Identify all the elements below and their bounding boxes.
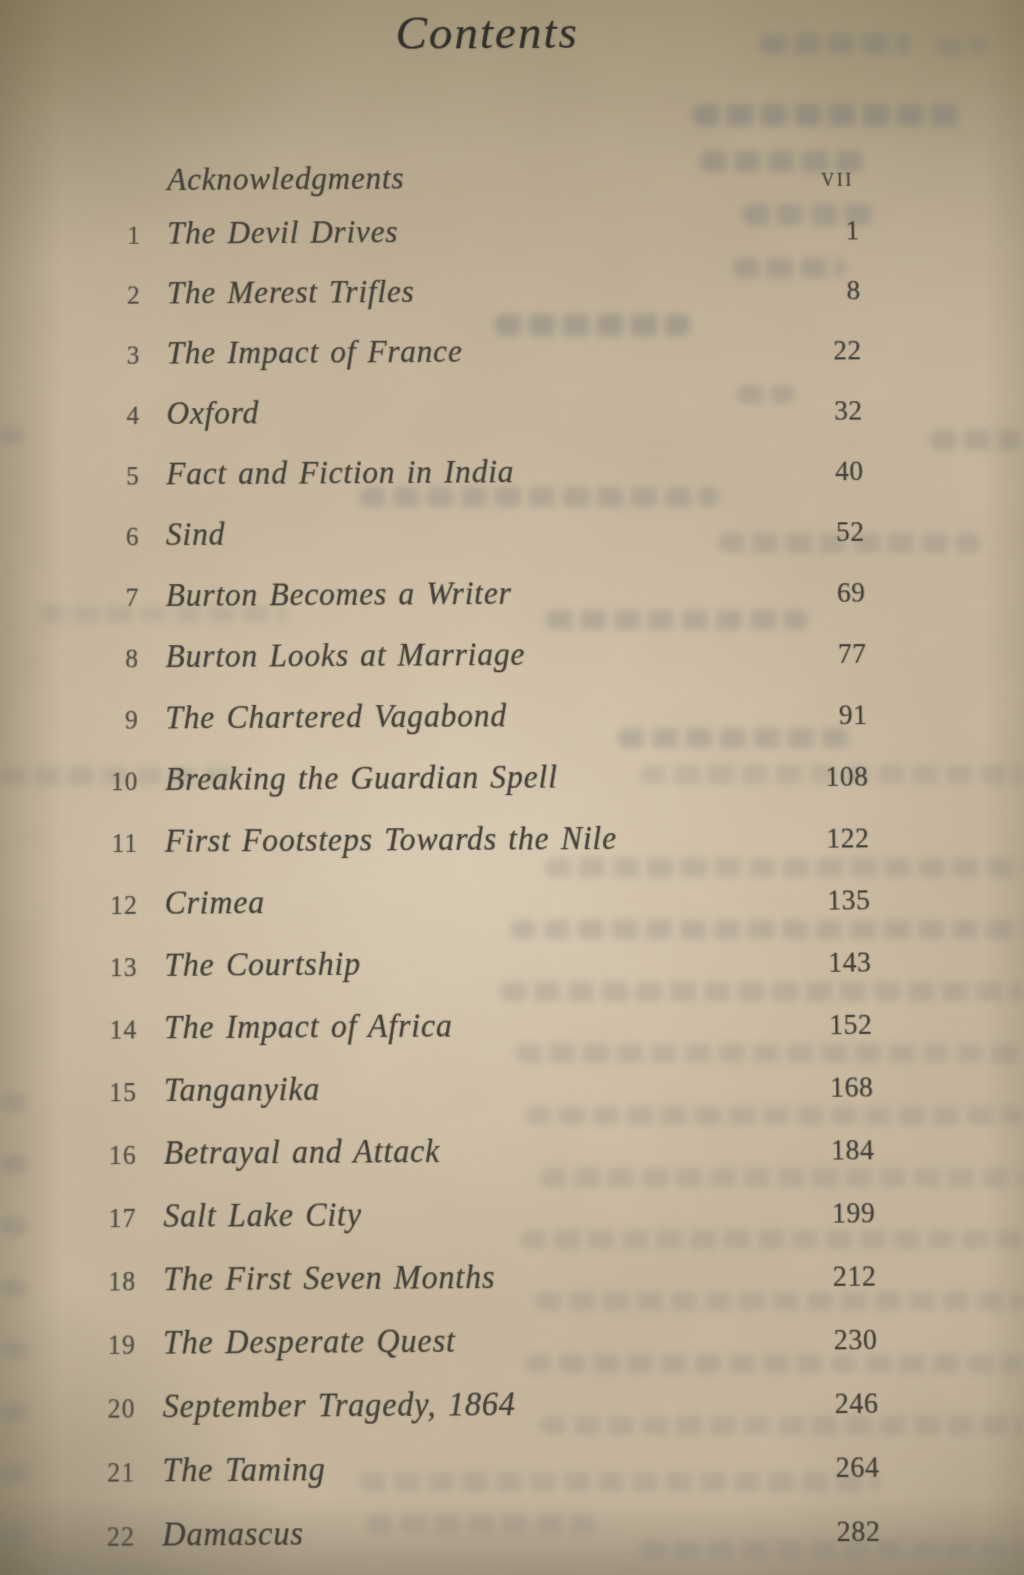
chapter-title: Tanganyika [163, 1070, 321, 1109]
chapter-number: 14 [109, 1016, 138, 1046]
chapter-number: 3 [126, 342, 141, 370]
chapter-page-number: 91 [838, 699, 868, 731]
chapter-title: The First Seven Months [163, 1257, 496, 1298]
chapter-number: 7 [125, 584, 140, 613]
chapter-number: 1 [127, 222, 141, 250]
chapter-number: 19 [107, 1331, 137, 1361]
toc-row: 7 Burton Becomes a Writer 69 [0, 575, 866, 641]
chapter-title: Fact and Fiction in India [166, 453, 515, 492]
toc-row: 14 The Impact of Africa 152 [0, 1006, 873, 1074]
toc-row: 22 Damascus 282 [0, 1513, 881, 1575]
chapter-title: The Impact of France [166, 333, 463, 371]
chapter-number [0, 190, 141, 191]
toc-row: 21 The Taming 264 [0, 1449, 880, 1519]
chapter-number: 9 [124, 706, 139, 735]
page-title: Contents [395, 6, 580, 60]
chapter-page-number: 52 [835, 516, 865, 548]
chapter-title: The Taming [162, 1449, 326, 1489]
chapter-number: 15 [109, 1078, 138, 1108]
chapter-page-number: 152 [828, 1008, 873, 1041]
chapter-page-number: 108 [825, 760, 869, 793]
chapter-number: 22 [106, 1522, 136, 1553]
toc-row: 16 Betrayal and Attack 184 [0, 1132, 875, 1201]
chapter-page-number: 230 [833, 1323, 878, 1356]
chapter-number: 13 [109, 953, 138, 983]
chapter-number: 12 [110, 891, 138, 921]
chapter-title: Sind [165, 515, 226, 553]
chapter-number: 8 [125, 645, 140, 674]
chapter-number: 17 [108, 1204, 137, 1234]
front-matter-label: Acknowledgments [167, 160, 405, 198]
chapter-title: September Tragedy, 1864 [162, 1384, 516, 1425]
chapter-title: Betrayal and Attack [163, 1132, 441, 1172]
toc-row: 13 The Courtship 143 [0, 944, 872, 1012]
chapter-number: 16 [108, 1141, 137, 1171]
chapter-page-number: 1 [845, 215, 860, 246]
toc-row: 18 The First Seven Months 212 [0, 1258, 877, 1327]
chapter-title: First Footsteps Towards the Nile [164, 819, 618, 860]
chapter-page-number: 212 [832, 1259, 877, 1293]
chapter-title: The Devil Drives [167, 213, 399, 251]
toc-row: 3 The Impact of France 22 [0, 333, 862, 399]
chapter-title: The Courtship [164, 945, 361, 984]
chapter-page-number: 8 [846, 274, 861, 306]
chapter-title: The Chartered Vagabond [165, 697, 508, 736]
toc-row: 6 Sind 52 [0, 514, 865, 580]
toc-row: 4 Oxford 32 [0, 393, 863, 459]
chapter-page-number: 264 [835, 1450, 880, 1484]
chapter-number: 4 [126, 402, 141, 431]
chapter-number: 2 [126, 282, 141, 310]
chapter-number: 11 [111, 829, 139, 859]
chapter-title: Crimea [164, 883, 265, 922]
chapter-number: 10 [110, 768, 139, 797]
chapter-page-number: 282 [836, 1514, 881, 1548]
toc-row: 5 Fact and Fiction in India 40 [0, 453, 864, 519]
toc-row: 17 Salt Lake City 199 [0, 1195, 876, 1264]
chapter-title: Burton Looks at Marriage [165, 635, 526, 675]
toc-row: 15 Tanganyika 168 [0, 1069, 874, 1137]
chapter-page-number: 135 [827, 884, 871, 916]
chapter-page-number: 122 [826, 822, 870, 854]
toc-row: 12 Crimea 135 [0, 882, 871, 950]
front-matter-page-number: VII [821, 169, 855, 191]
chapter-page-number: 77 [837, 637, 867, 670]
chapter-page-number: 69 [836, 576, 866, 609]
chapter-number: 21 [107, 1458, 136, 1489]
chapter-title: Salt Lake City [163, 1195, 363, 1235]
toc-row-front-matter: Acknowledgments VII [0, 159, 859, 218]
chapter-title: The Desperate Quest [162, 1321, 456, 1362]
chapter-number: 18 [108, 1267, 137, 1297]
chapter-title: Oxford [166, 394, 260, 432]
chapter-page-number: 40 [834, 455, 864, 487]
chapter-title: The Merest Trifles [166, 273, 415, 311]
chapter-page-number: 168 [829, 1070, 874, 1104]
chapter-number: 20 [107, 1394, 136, 1425]
contents-list: Acknowledgments VII 1 The Devil Drives 1 2… [0, 159, 881, 1575]
chapter-number: 6 [125, 523, 140, 552]
toc-row: 11 First Footsteps Towards the Nile 122 [0, 820, 870, 887]
chapter-title: Damascus [162, 1514, 304, 1554]
chapter-page-number: 22 [833, 334, 862, 366]
toc-row: 8 Burton Looks at Marriage 77 [0, 636, 867, 703]
chapter-page-number: 199 [831, 1196, 876, 1230]
chapter-title: Breaking the Guardian Spell [164, 758, 558, 798]
chapter-number: 5 [126, 462, 140, 491]
chapter-page-number: 32 [834, 395, 863, 426]
chapter-title: The Impact of Africa [164, 1006, 453, 1046]
chapter-page-number: 143 [827, 946, 872, 979]
chapter-page-number: 184 [830, 1133, 875, 1166]
toc-row: 1 The Devil Drives 1 [0, 213, 860, 278]
toc-row: 10 Breaking the Guardian Spell 108 [0, 758, 869, 825]
chapter-page-number: 246 [834, 1386, 879, 1420]
toc-row: 9 The Chartered Vagabond 91 [0, 697, 868, 764]
toc-row: 20 September Tragedy, 1864 246 [0, 1385, 879, 1455]
chapter-title: Burton Becomes a Writer [165, 574, 512, 614]
toc-row: 19 The Desperate Quest 230 [0, 1321, 878, 1390]
toc-row: 2 The Merest Trifles 8 [0, 273, 861, 338]
